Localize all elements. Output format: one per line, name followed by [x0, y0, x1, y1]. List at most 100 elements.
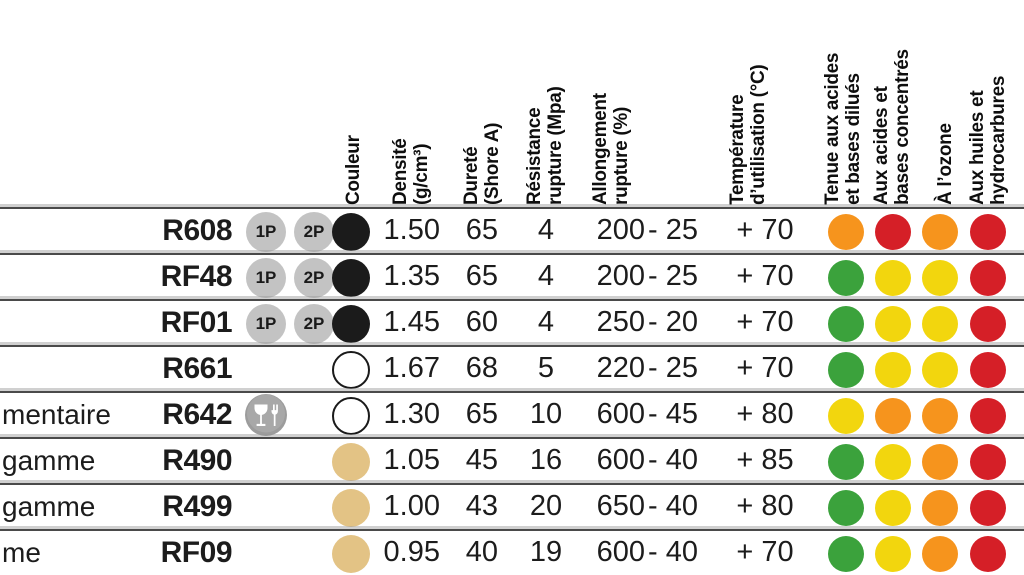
- densite-value: 0.95: [383, 536, 440, 568]
- allongement-value: 200: [596, 260, 645, 292]
- rating-dot-ozone: [922, 444, 958, 480]
- rating-dot-acides-concentres: [875, 214, 911, 250]
- product-code: RF09: [160, 536, 233, 569]
- product-name-fragment: me: [2, 537, 41, 568]
- couleur-dot: [332, 259, 370, 297]
- resistance-value: 4: [537, 214, 555, 246]
- rating-dot-ozone: [922, 536, 958, 572]
- rating-dot-acides-dilues: [828, 306, 864, 342]
- densite-value: 1.67: [383, 352, 440, 384]
- badge-1p: 1P: [246, 258, 286, 298]
- col-header-allongement: Allongement rupture (%): [590, 93, 632, 205]
- col-header-huiles: Aux huiles et hydrocarbures: [967, 75, 1009, 205]
- table-row: mentaire R642 1.30 65 10 600 - 45 + 80: [0, 391, 1024, 437]
- resistance-value: 16: [529, 444, 563, 476]
- badge-1p: 1P: [246, 304, 286, 344]
- allongement-value: 220: [596, 352, 645, 384]
- rating-dot-acides-concentres: [875, 352, 911, 388]
- col-header-temperature: Température d’utilisation (°C): [727, 64, 769, 205]
- durete-value: 65: [465, 398, 498, 430]
- durete-value: 65: [465, 260, 498, 292]
- col-header-acides-dilues: Tenue aux acides et bases dilués: [822, 52, 864, 205]
- table-row: R608 1P 2P 1.50 65 4 200 - 25 + 70: [0, 207, 1024, 253]
- temp-max-value: + 70: [736, 260, 794, 292]
- rating-dot-ozone: [922, 306, 958, 342]
- rating-dot-huiles: [970, 398, 1006, 434]
- rating-dot-acides-dilues: [828, 398, 864, 434]
- rating-dot-acides-concentres: [875, 306, 911, 342]
- durete-value: 60: [465, 306, 498, 338]
- rating-dot-acides-dilues: [828, 214, 864, 250]
- col-header-acides-concentres: Aux acides et bases concentrés: [871, 49, 913, 205]
- allongement-value: 600: [596, 398, 645, 430]
- rating-dot-acides-dilues: [828, 444, 864, 480]
- durete-value: 43: [465, 490, 498, 522]
- product-code: R661: [162, 352, 232, 385]
- table-row: RF48 1P 2P 1.35 65 4 200 - 25 + 70: [0, 253, 1024, 299]
- temp-max-value: + 70: [736, 536, 794, 568]
- rating-dot-acides-concentres: [875, 444, 911, 480]
- product-code: R490: [162, 444, 232, 477]
- rating-dot-huiles: [970, 352, 1006, 388]
- allongement-value: 200: [596, 214, 645, 246]
- densite-value: 1.45: [383, 306, 440, 338]
- temp-min-value: - 20: [648, 306, 698, 338]
- temp-max-value: + 70: [736, 306, 794, 338]
- table-row: RF01 1P 2P 1.45 60 4 250 - 20 + 70: [0, 299, 1024, 345]
- couleur-dot: [332, 489, 370, 527]
- rating-dot-acides-concentres: [875, 536, 911, 572]
- durete-value: 65: [465, 214, 498, 246]
- badge-1p: 1P: [246, 212, 286, 252]
- couleur-dot: [332, 351, 370, 389]
- rating-dot-huiles: [970, 490, 1006, 526]
- allongement-value: 600: [596, 444, 645, 476]
- table-row: R661 1.67 68 5 220 - 25 + 70: [0, 345, 1024, 391]
- col-header-ozone: À l’ozone: [935, 123, 956, 205]
- rating-dot-acides-concentres: [875, 490, 911, 526]
- durete-value: 45: [465, 444, 498, 476]
- allongement-value: 650: [596, 490, 645, 522]
- temp-max-value: + 80: [736, 490, 794, 522]
- densite-value: 1.50: [383, 214, 440, 246]
- temp-min-value: - 45: [648, 398, 698, 430]
- densite-value: 1.05: [383, 444, 440, 476]
- densite-value: 1.35: [383, 260, 440, 292]
- product-code: RF48: [160, 260, 233, 293]
- temp-max-value: + 80: [736, 398, 794, 430]
- resistance-value: 10: [529, 398, 563, 430]
- product-name-fragment: gamme: [2, 445, 96, 476]
- resistance-value: 4: [537, 306, 555, 338]
- table-header: Couleur Densité (g/cm³) Dureté (Shore A)…: [0, 0, 1024, 207]
- allongement-value: 250: [596, 306, 645, 338]
- temp-min-value: - 40: [648, 490, 698, 522]
- rating-dot-huiles: [970, 260, 1006, 296]
- rating-dot-acides-dilues: [828, 260, 864, 296]
- temp-min-value: - 25: [648, 214, 698, 246]
- densite-value: 1.30: [383, 398, 440, 430]
- rating-dot-ozone: [922, 260, 958, 296]
- durete-value: 68: [465, 352, 498, 384]
- product-code: R499: [162, 490, 232, 523]
- table-row: gamme R499 1.00 43 20 650 - 40 + 80: [0, 483, 1024, 529]
- couleur-dot: [332, 535, 370, 573]
- durete-value: 40: [465, 536, 498, 568]
- rating-dot-ozone: [922, 352, 958, 388]
- rating-dot-huiles: [970, 306, 1006, 342]
- rating-dot-acides-dilues: [828, 536, 864, 572]
- densite-value: 1.00: [383, 490, 440, 522]
- rating-dot-acides-concentres: [875, 260, 911, 296]
- table-row: gamme R490 1.05 45 16 600 - 40 + 85: [0, 437, 1024, 483]
- rating-dot-ozone: [922, 398, 958, 434]
- col-header-durete: Dureté (Shore A): [461, 122, 503, 205]
- col-header-couleur: Couleur: [343, 135, 364, 205]
- rating-dot-acides-dilues: [828, 352, 864, 388]
- couleur-dot: [332, 305, 370, 343]
- product-name-fragment: mentaire: [2, 399, 111, 430]
- temp-max-value: + 70: [736, 352, 794, 384]
- rating-dot-huiles: [970, 536, 1006, 572]
- table-row: me RF09 0.95 40 19 600 - 40 + 70: [0, 529, 1024, 575]
- temp-min-value: - 40: [648, 536, 698, 568]
- temp-max-value: + 85: [736, 444, 794, 476]
- product-name-fragment: gamme: [2, 491, 96, 522]
